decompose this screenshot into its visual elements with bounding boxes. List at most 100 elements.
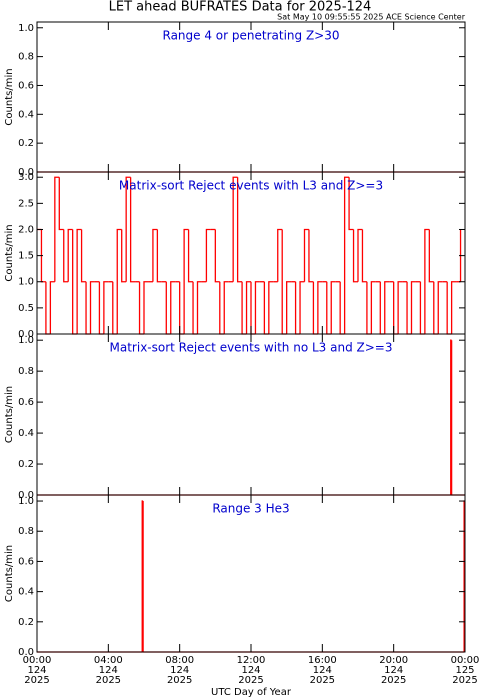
data-step bbox=[393, 281, 399, 335]
data-step bbox=[219, 281, 225, 335]
data-step bbox=[330, 281, 336, 334]
data-step bbox=[236, 177, 243, 283]
data-step bbox=[312, 281, 318, 335]
data-step bbox=[294, 281, 301, 335]
data-step bbox=[263, 281, 269, 335]
data-step bbox=[437, 281, 443, 334]
data-step bbox=[384, 281, 390, 334]
data-step bbox=[410, 281, 416, 334]
data-step bbox=[142, 501, 465, 653]
data-step bbox=[183, 228, 189, 334]
data-step bbox=[308, 229, 314, 283]
data-step bbox=[170, 281, 176, 334]
data-step bbox=[152, 228, 158, 282]
panel-title: Matrix-sort Reject events with L3 and Z>… bbox=[119, 179, 383, 193]
data-step bbox=[116, 228, 122, 334]
data-step bbox=[281, 229, 287, 335]
x-tick-label: 00:00 124 2025 bbox=[23, 655, 52, 686]
data-step bbox=[165, 281, 171, 335]
data-step bbox=[143, 281, 149, 334]
y-axis-label: Counts/min bbox=[4, 386, 15, 443]
data-step bbox=[366, 281, 372, 335]
y-tick-label: 0.0 bbox=[18, 490, 34, 501]
data-step bbox=[192, 281, 198, 335]
data-step bbox=[277, 228, 283, 282]
subtitle: Sat May 10 09:55:55 2025 ACE Science Cen… bbox=[277, 13, 466, 22]
data-step bbox=[397, 281, 403, 334]
y-tick-label: 0.8 bbox=[18, 366, 34, 377]
data-step bbox=[419, 281, 425, 335]
y-tick-label: 1.0 bbox=[18, 23, 34, 34]
data-step bbox=[141, 500, 144, 652]
y-tick-label: 0.8 bbox=[18, 526, 34, 537]
data-step bbox=[138, 281, 144, 335]
x-axis-label: UTC Day of Year bbox=[211, 687, 292, 698]
x-tick-label: 00:00 125 2025 bbox=[451, 655, 479, 686]
data-step bbox=[348, 177, 354, 231]
y-tick-label: 2.0 bbox=[18, 224, 34, 235]
panel-title: Range 4 or penetrating Z>30 bbox=[163, 29, 340, 43]
data-step bbox=[179, 281, 185, 335]
data-step bbox=[112, 281, 118, 335]
y-tick-label: 1.0 bbox=[18, 496, 34, 507]
data-step bbox=[58, 177, 64, 231]
y-tick-label: 0.4 bbox=[18, 428, 34, 439]
y-tick-label: 1.5 bbox=[18, 251, 34, 262]
data-step bbox=[446, 281, 452, 335]
y-tick-label: 0.5 bbox=[18, 303, 34, 314]
data-step bbox=[352, 229, 358, 283]
y-tick-label: 0.0 bbox=[18, 167, 34, 178]
data-step bbox=[450, 339, 452, 495]
data-step bbox=[54, 176, 60, 282]
data-step bbox=[241, 281, 247, 335]
data-step bbox=[156, 229, 162, 283]
panel-frame bbox=[36, 494, 466, 653]
y-tick-label: 1.0 bbox=[18, 277, 34, 288]
y-tick-label: 0.2 bbox=[18, 459, 34, 470]
data-step bbox=[286, 281, 292, 334]
y-tick-label: 0.0 bbox=[18, 329, 34, 340]
data-step bbox=[45, 281, 51, 335]
y-tick-label: 0.4 bbox=[18, 587, 34, 598]
data-step bbox=[85, 281, 91, 335]
data-step bbox=[299, 281, 305, 334]
x-tick-label: 08:00 124 2025 bbox=[165, 655, 194, 686]
data-step bbox=[89, 281, 95, 334]
chart-title: LET ahead BUFRATES Data for 2025-124 bbox=[109, 0, 372, 15]
data-step bbox=[80, 229, 87, 283]
data-step bbox=[121, 229, 127, 283]
panel-title: Range 3 He3 bbox=[212, 502, 289, 516]
data-step bbox=[103, 281, 109, 334]
data-step bbox=[254, 281, 260, 334]
panel-frame bbox=[36, 21, 466, 173]
data-step bbox=[76, 228, 82, 334]
data-step bbox=[196, 281, 202, 334]
data-step bbox=[450, 340, 465, 496]
panel-title: Matrix-sort Reject events with no L3 and… bbox=[110, 341, 393, 355]
data-step bbox=[98, 281, 104, 335]
y-axis-label: Counts/min bbox=[4, 224, 15, 281]
data-step bbox=[424, 228, 430, 334]
y-tick-label: 0.6 bbox=[18, 80, 34, 91]
y-tick-label: 1.0 bbox=[18, 335, 34, 346]
x-tick-label: 12:00 124 2025 bbox=[237, 655, 266, 686]
data-step bbox=[357, 228, 363, 282]
y-axis-label: Counts/min bbox=[4, 68, 15, 125]
y-tick-label: 0.2 bbox=[18, 138, 34, 149]
data-step bbox=[129, 177, 136, 283]
y-tick-label: 3.0 bbox=[18, 172, 34, 183]
data-step bbox=[303, 228, 309, 282]
data-step bbox=[63, 229, 69, 283]
data-step bbox=[433, 281, 439, 335]
data-step bbox=[67, 228, 73, 282]
data-step bbox=[205, 228, 211, 282]
data-step bbox=[450, 281, 457, 334]
y-tick-label: 0.8 bbox=[18, 52, 34, 63]
data-step bbox=[361, 229, 367, 283]
data-step bbox=[317, 281, 323, 334]
data-step bbox=[406, 281, 412, 335]
y-tick-label: 0.4 bbox=[18, 109, 34, 120]
y-tick-label: 0.2 bbox=[18, 617, 34, 628]
data-step bbox=[326, 281, 332, 335]
